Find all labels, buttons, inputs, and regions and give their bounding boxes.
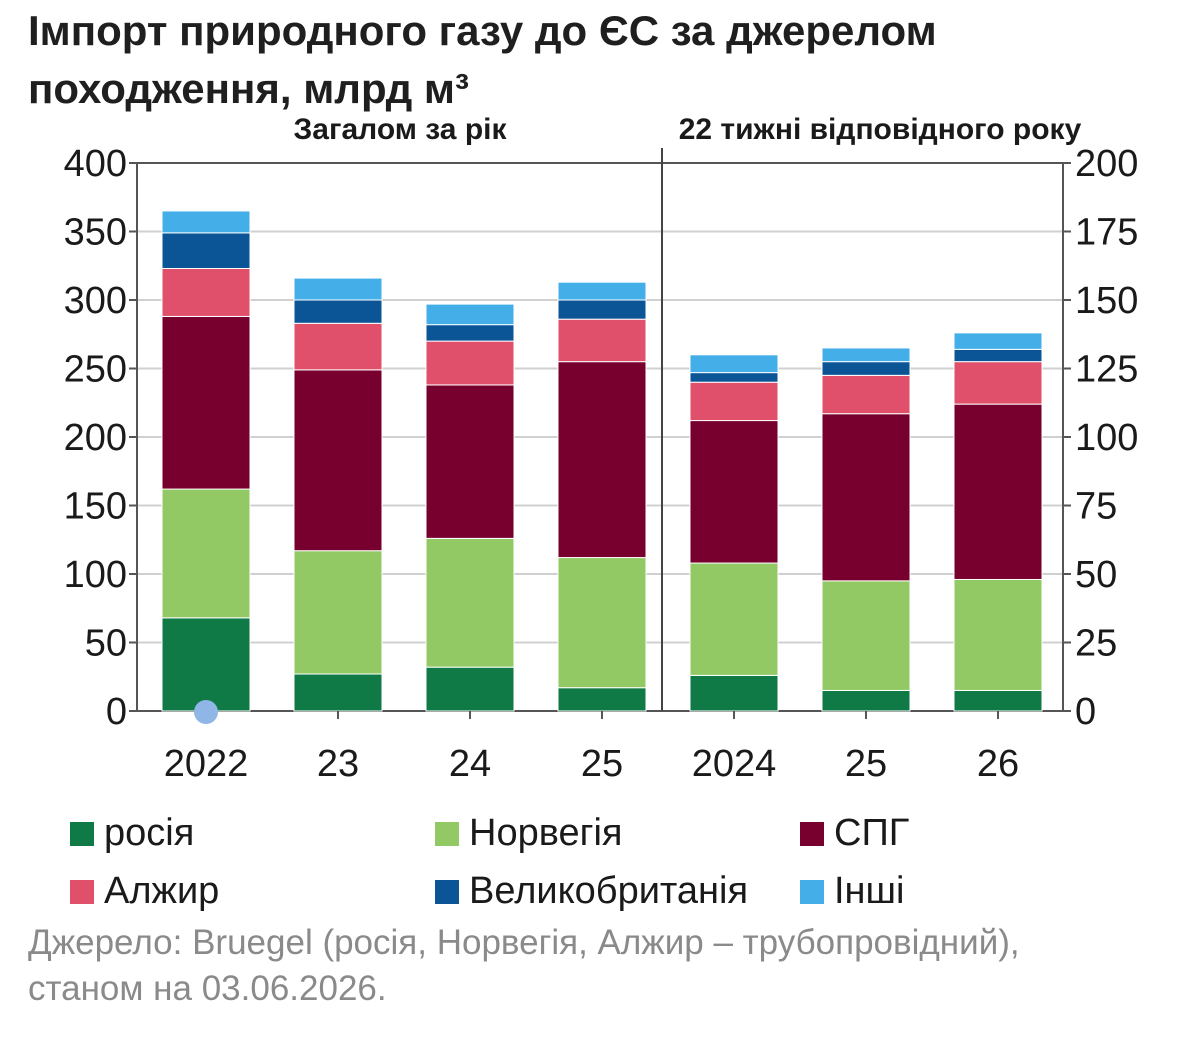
left-axis-tick-label: 400 — [64, 143, 127, 185]
bar-segment — [293, 673, 383, 712]
chart-title: Імпорт природного газу до ЄС за джерелом… — [28, 7, 937, 112]
bar-segment — [293, 550, 383, 675]
bar-segment — [821, 689, 911, 712]
bar-segment — [557, 557, 647, 689]
bar-segment — [689, 381, 779, 422]
bar-segment — [953, 361, 1043, 405]
bar-segment — [689, 420, 779, 564]
legend-label-russia: росія — [104, 812, 195, 854]
x-axis-tick-label: 2024 — [692, 743, 777, 785]
bar-segment — [293, 299, 383, 324]
legend-swatch-norway — [435, 821, 459, 846]
legend-swatch-algeria — [70, 879, 94, 904]
bar-segment — [821, 374, 911, 415]
legend-label-algeria: Алжир — [104, 870, 220, 912]
x-axis-tick-label: 26 — [977, 743, 1019, 785]
right-axis-tick-label: 125 — [1075, 349, 1138, 391]
panel-title: 22 тижні відповідного року — [679, 113, 1082, 146]
bar-segment — [953, 348, 1043, 363]
bar-segment — [953, 578, 1043, 691]
bar-segment — [557, 318, 647, 363]
bar-segment — [161, 617, 251, 712]
legend-swatch-uk — [435, 879, 459, 904]
legend-label-uk: Великобританія — [469, 870, 749, 912]
bar-segment — [557, 281, 647, 301]
bar-segment — [689, 674, 779, 712]
bar-segment — [821, 347, 911, 363]
x-axis-tick-label: 23 — [317, 743, 359, 785]
bar-segment — [425, 303, 515, 326]
right-axis-tick-label: 200 — [1075, 143, 1138, 185]
bar-segment — [953, 403, 1043, 580]
marker-dot-icon — [194, 700, 218, 724]
bar-segment — [425, 666, 515, 712]
bar-segment — [557, 361, 647, 559]
right-axis-tick-label: 25 — [1075, 623, 1117, 665]
right-axis-tick-label: 75 — [1075, 486, 1117, 528]
legend-item-russia: росія — [70, 812, 194, 855]
x-axis-tick-label: 24 — [449, 743, 491, 785]
legend-label-norway: Норвегія — [469, 812, 623, 854]
x-axis-tick-label: 2022 — [164, 743, 249, 785]
legend-item-uk: Великобританія — [435, 870, 748, 913]
bar-segment — [161, 232, 251, 269]
bar-segment — [293, 369, 383, 552]
bar-segment — [293, 277, 383, 301]
legend-item-algeria: Алжир — [70, 870, 219, 913]
bar-segment — [953, 332, 1043, 350]
x-axis-tick-label: 25 — [581, 743, 623, 785]
legend-swatch-other — [800, 879, 824, 904]
bar-segment — [821, 361, 911, 376]
bar-segment — [161, 488, 251, 619]
legend-item-norway: Норвегія — [435, 812, 622, 855]
legend-swatch-russia — [70, 821, 94, 846]
bar-segment — [161, 267, 251, 317]
x-axis-tick-label: 25 — [845, 743, 887, 785]
left-axis-tick-label: 150 — [64, 486, 127, 528]
left-axis-tick-label: 50 — [85, 623, 127, 665]
left-axis-tick-label: 100 — [64, 554, 127, 596]
legend-label-other: Інші — [834, 870, 905, 912]
left-axis-tick-label: 250 — [64, 349, 127, 391]
legend-label-lng: СПГ — [834, 812, 910, 854]
right-axis-tick-label: 150 — [1075, 280, 1138, 322]
right-axis-tick-label: 50 — [1075, 554, 1117, 596]
bar-segment — [689, 372, 779, 383]
right-axis-tick-label: 0 — [1075, 691, 1096, 733]
bar-segment — [293, 322, 383, 371]
bar-segment — [161, 315, 251, 490]
bar-segment — [425, 324, 515, 342]
bar-segment — [821, 413, 911, 582]
bar-segment — [425, 384, 515, 539]
bar-segment — [557, 299, 647, 320]
bar-segment — [689, 562, 779, 676]
bar-segment — [953, 689, 1043, 712]
bar-segment — [557, 687, 647, 712]
bar-segment — [161, 210, 251, 234]
right-axis-tick-label: 175 — [1075, 212, 1138, 254]
bar-segment — [425, 340, 515, 386]
source-note: Джерело: Bruegel (росія, Норвегія, Алжир… — [28, 923, 1020, 1008]
legend-swatch-lng — [800, 821, 824, 846]
left-axis-tick-label: 0 — [106, 691, 127, 733]
bar-segment — [425, 537, 515, 668]
right-axis-tick-label: 100 — [1075, 417, 1138, 459]
legend: росія Норвегія СПГ Алжир Великобританія … — [70, 812, 1170, 932]
left-axis-tick-label: 350 — [64, 212, 127, 254]
legend-item-lng: СПГ — [800, 812, 909, 855]
left-axis-tick-label: 300 — [64, 280, 127, 322]
legend-item-other: Інші — [800, 870, 904, 913]
bar-segment — [821, 580, 911, 691]
panel-title: Загалом за рік — [294, 113, 508, 146]
left-axis-tick-label: 200 — [64, 417, 127, 459]
bar-segment — [689, 354, 779, 374]
